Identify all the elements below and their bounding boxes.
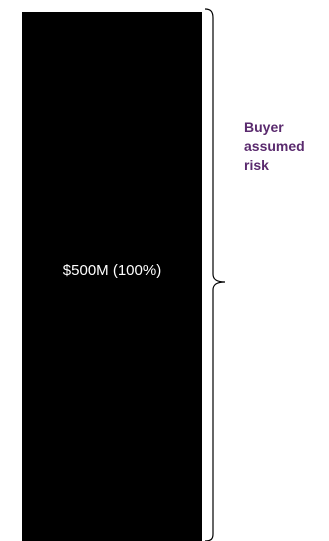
tranche-block [22,12,202,541]
buyer-assumed-risk-label: Buyer assumed risk [244,118,324,175]
risk-label-line-3: risk [244,157,269,173]
risk-label-line-1: Buyer [244,119,284,135]
tranche-label: $500M (100%) [62,262,162,279]
risk-label-line-2: assumed [244,138,305,154]
